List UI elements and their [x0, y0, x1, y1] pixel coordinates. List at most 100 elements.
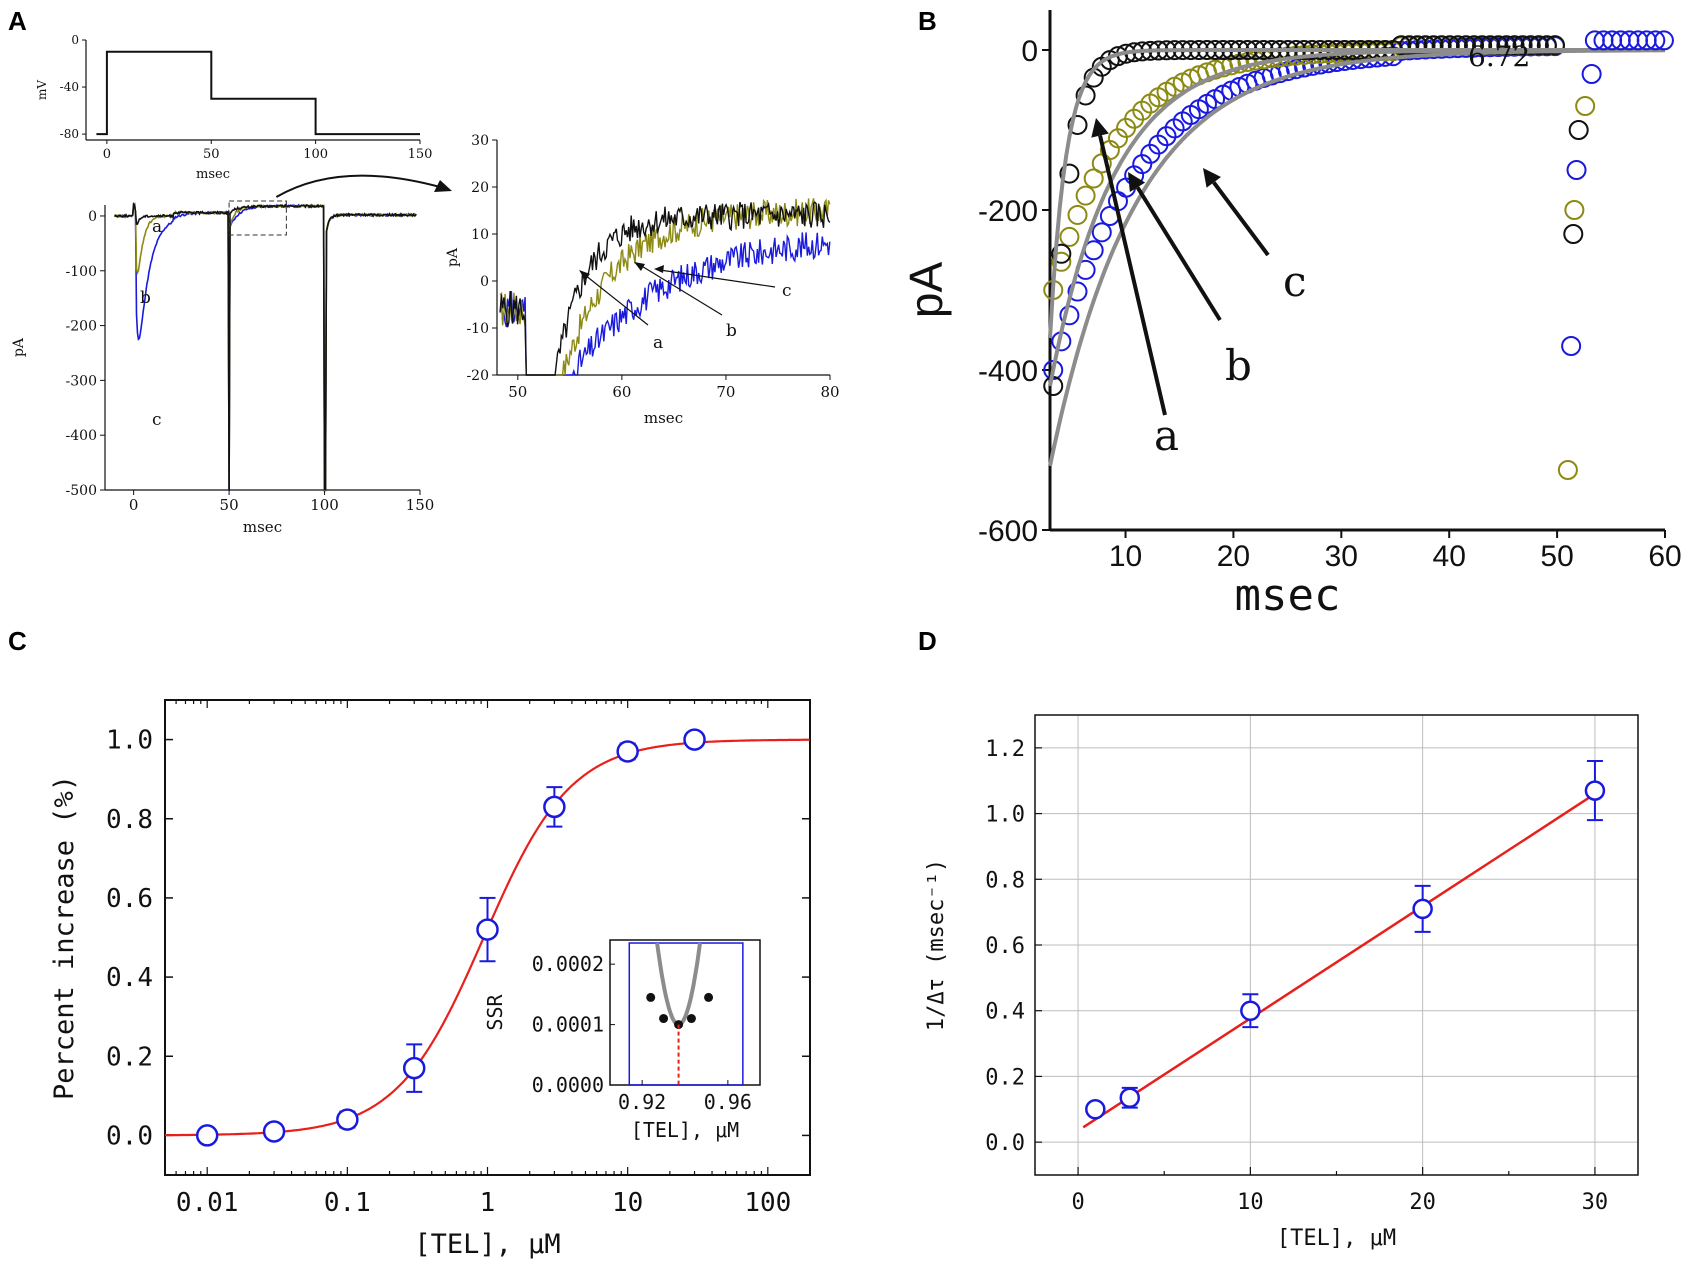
panel-letter-b: B [918, 6, 937, 36]
annotation-c: c [1283, 257, 1307, 306]
point-a [1528, 35, 1549, 56]
zoom-box [228, 200, 287, 236]
y-axis-label: pA [900, 262, 952, 319]
x-tick-label: 10 [612, 1188, 643, 1218]
trace-label-a: a [152, 217, 162, 237]
y-axis-label: pA [445, 247, 461, 267]
trace-c [114, 202, 417, 493]
annotation-b: b [1225, 341, 1252, 390]
recovery-point [1653, 30, 1674, 51]
y-tick-label: 0 [88, 209, 97, 225]
panel-letter-a: A [8, 6, 27, 36]
spike-point [1564, 200, 1585, 220]
x-tick-label: 80 [820, 383, 839, 401]
y-axis-label: Percent increase (%) [49, 775, 80, 1100]
y-tick-label: 0 [1021, 35, 1038, 68]
spike-point [1566, 160, 1587, 180]
x-tick-label: 30 [1325, 540, 1358, 573]
x-tick-label: 100 [303, 147, 328, 162]
x-tick-label: 0 [103, 147, 111, 162]
point-a [1496, 35, 1517, 56]
inset-y-tick-label: 0.0001 [532, 1013, 604, 1037]
x-axis-label: msec [243, 518, 282, 536]
inset-x-tick-label: 0.92 [618, 1090, 666, 1114]
zoom-trace-c [499, 232, 831, 376]
spike-point [1563, 224, 1584, 244]
panel-d-chart: 0 10 20 30 0.0 0.2 0.4 0.6 0.8 1.0 1.2 [TEL], μM 1/Δ… [924, 714, 1639, 1251]
trace-a [113, 201, 417, 491]
y-tick-label: -300 [66, 373, 97, 389]
y-axis-label: 1/Δτ (msec⁻¹) [924, 859, 949, 1031]
panel-a-protocol: 0 50 100 150 0 -40 -80 msec mV [35, 33, 432, 182]
arrow-a [1098, 135, 1167, 416]
arrow-b [639, 264, 723, 316]
spike-point [1568, 120, 1589, 140]
y-tick-label: 1.0 [985, 803, 1025, 828]
x-tick-label: 20 [1409, 1190, 1436, 1215]
point-a [1059, 163, 1080, 184]
point-a [1520, 35, 1541, 56]
point-b [1059, 226, 1080, 247]
y-tick-label: -20 [466, 368, 489, 384]
point-a [1504, 35, 1525, 56]
point-a [1512, 35, 1533, 56]
point-b [1083, 168, 1104, 189]
trace-label-b: b [140, 288, 151, 308]
arrowhead-c [1203, 168, 1221, 188]
x-axis-label: [TEL], μM [1277, 1226, 1396, 1251]
data-point [683, 728, 706, 751]
y-tick-label: 0.4 [106, 963, 153, 993]
y-tick-label: 10 [471, 227, 489, 243]
trace-b [114, 203, 417, 493]
inset-y-tick-label: 0.0000 [532, 1073, 604, 1097]
y-tick-label: -200 [978, 195, 1038, 228]
panel-a-zoom: 50 60 70 80 30 20 10 0 -10 -20 msec pA a b c [445, 133, 840, 427]
inset-x-axis-label: [TEL], μM [631, 1118, 739, 1142]
y-tick-label: 0.0 [106, 1121, 153, 1151]
data-point [1085, 1099, 1106, 1120]
annotation-a: a [653, 333, 663, 353]
zoom-trace-b [499, 198, 831, 376]
x-tick-label: 70 [716, 383, 735, 401]
zoom-arrowhead [434, 180, 452, 192]
fit-curve-c [1048, 48, 1665, 467]
spike-point [1561, 336, 1582, 356]
arrow-a [584, 274, 649, 326]
recovery-point [1645, 30, 1666, 51]
point-a [1391, 35, 1412, 56]
point-b [1051, 251, 1072, 272]
panel-b-chart: 10 20 30 40 50 60 0 -200 -400 -600 msec pA 6.72 abc [900, 10, 1682, 621]
y-axis-label: pA [11, 337, 27, 357]
y-tick-label: 1.2 [985, 737, 1025, 762]
y-tick-label: 0.6 [106, 884, 153, 914]
annotation-c: c [782, 281, 792, 301]
spike-point [1575, 96, 1596, 116]
data-point [1412, 898, 1433, 920]
point-c [1067, 281, 1088, 302]
x-tick-label: 60 [1648, 540, 1681, 573]
x-tick-label: 50 [1540, 540, 1573, 573]
point-a [1067, 114, 1088, 135]
x-tick-label: 0.1 [324, 1188, 371, 1218]
arrowhead-a [579, 270, 590, 280]
panel-letter-d: D [918, 626, 937, 656]
x-tick-label: 1 [480, 1188, 496, 1218]
y-tick-label: 0.4 [985, 1000, 1025, 1025]
y-tick-label: -500 [66, 483, 97, 499]
arrowhead-b [634, 262, 645, 271]
data-point [616, 740, 639, 763]
inset-point [659, 1014, 669, 1024]
x-tick-label: 30 [1582, 1190, 1609, 1215]
point-a [1051, 243, 1072, 264]
x-tick-label: 150 [408, 147, 433, 162]
data-point [1240, 1000, 1261, 1021]
arrowhead-c [654, 265, 664, 273]
point-b [1067, 204, 1088, 225]
annotation-a: a [1154, 411, 1179, 460]
x-tick-label: 50 [203, 147, 220, 162]
arrow-b [1135, 186, 1222, 322]
inset-x-tick-label: 0.96 [704, 1090, 752, 1114]
data-point [336, 1108, 359, 1131]
y-tick-label: 30 [471, 133, 489, 149]
